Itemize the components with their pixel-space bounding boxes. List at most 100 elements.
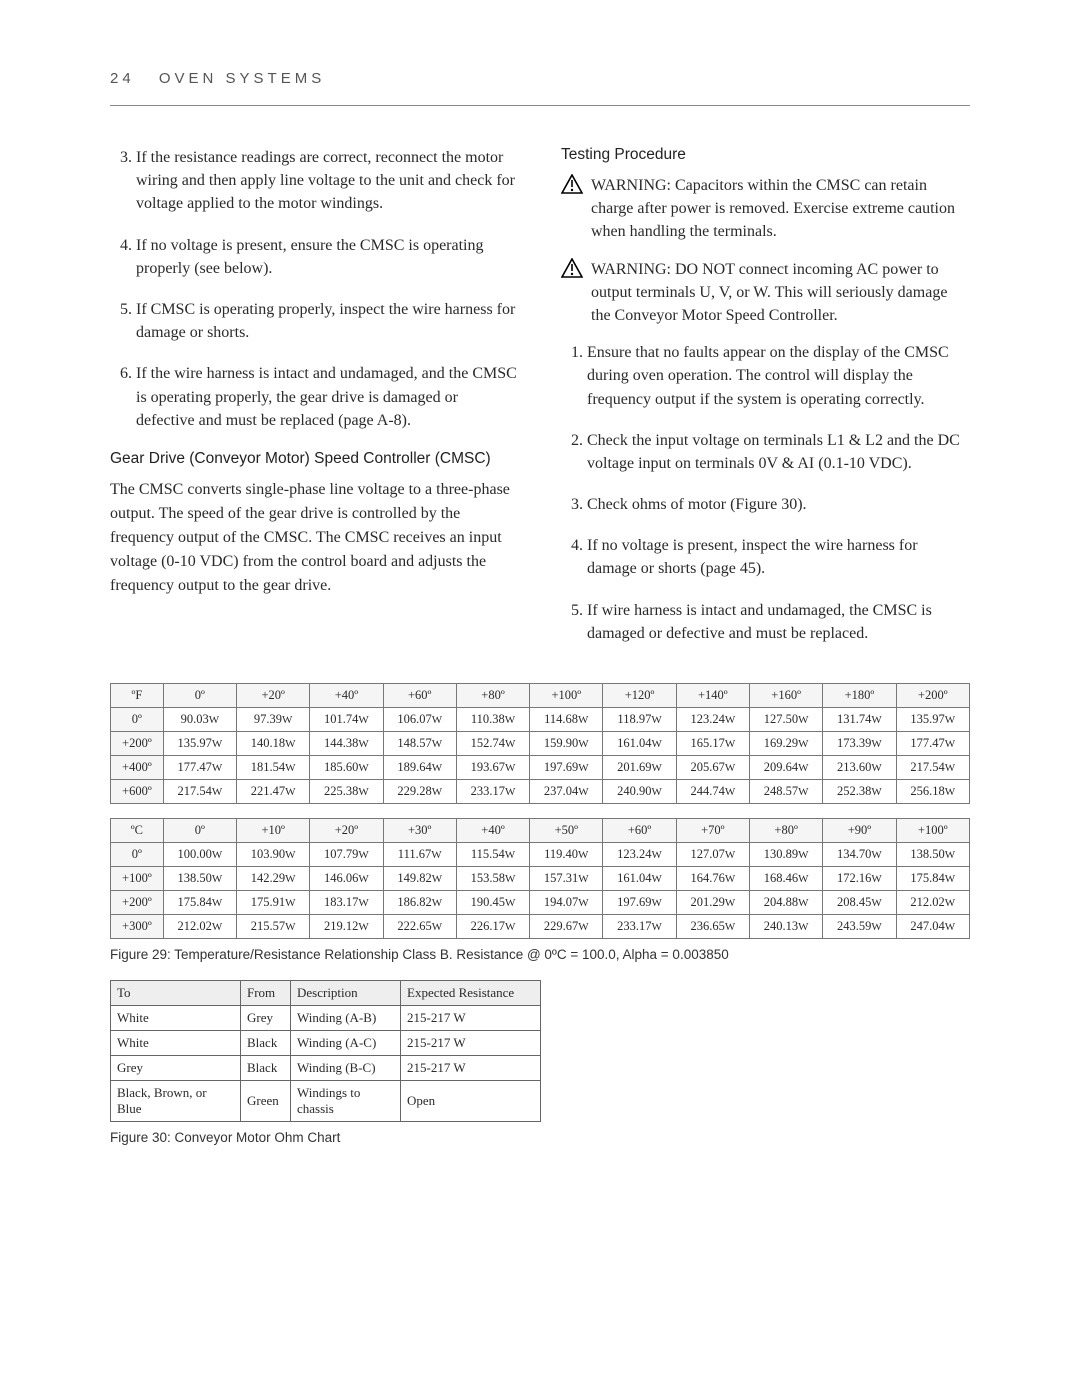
table-cell: 0º	[111, 843, 164, 867]
table-cell: +80º	[456, 684, 529, 708]
table-cell: 161.04W	[603, 867, 676, 891]
table-cell: 172.16W	[823, 867, 896, 891]
table-cell: 177.47W	[896, 732, 969, 756]
table-cell: 221.47W	[237, 780, 310, 804]
table-cell: Winding (A-C)	[291, 1031, 401, 1056]
table-cell: +20º	[310, 819, 383, 843]
table-cell: 248.57W	[749, 780, 822, 804]
table-cell: +60º	[603, 819, 676, 843]
table-cell: 237.04W	[530, 780, 603, 804]
table-cell: 159.90W	[530, 732, 603, 756]
table-cell: To	[111, 981, 241, 1006]
warning-icon	[561, 258, 583, 278]
table-cell: 127.50W	[749, 708, 822, 732]
table-cell: 0º	[163, 684, 236, 708]
table-cell: 106.07W	[383, 708, 456, 732]
table-cell: ºF	[111, 684, 164, 708]
warning-icon	[561, 174, 583, 194]
table-cell: 185.60W	[310, 756, 383, 780]
table-cell: +200º	[111, 732, 164, 756]
table-cell: 208.45W	[823, 891, 896, 915]
table-cell: 168.46W	[749, 867, 822, 891]
table-cell: 0º	[163, 819, 236, 843]
table-cell: Winding (A-B)	[291, 1006, 401, 1031]
table-cell: 175.84W	[163, 891, 236, 915]
table-cell: 97.39W	[237, 708, 310, 732]
list-item: If the resistance readings are correct, …	[136, 146, 519, 216]
table-cell: +200º	[111, 891, 164, 915]
list-item: Ensure that no faults appear on the disp…	[587, 341, 970, 411]
table-cell: Black	[241, 1056, 291, 1081]
left-procedure-list: If the resistance readings are correct, …	[110, 146, 519, 432]
table-cell: 190.45W	[456, 891, 529, 915]
table-cell: 204.88W	[749, 891, 822, 915]
table-cell: 130.89W	[749, 843, 822, 867]
table-cell: 157.31W	[530, 867, 603, 891]
list-item: If no voltage is present, ensure the CMS…	[136, 234, 519, 280]
figure-29-caption: Figure 29: Temperature/Resistance Relati…	[110, 947, 970, 962]
table-cell: 138.50W	[896, 843, 969, 867]
table-cell: 153.58W	[456, 867, 529, 891]
left-column: If the resistance readings are correct, …	[110, 146, 519, 663]
table-cell: 149.82W	[383, 867, 456, 891]
table-cell: 197.69W	[530, 756, 603, 780]
cmsc-description: The CMSC converts single-phase line volt…	[110, 478, 519, 598]
table-cell: 226.17W	[456, 915, 529, 939]
figure-30-caption: Figure 30: Conveyor Motor Ohm Chart	[110, 1130, 970, 1145]
table-cell: 201.29W	[676, 891, 749, 915]
list-item: Check the input voltage on terminals L1 …	[587, 429, 970, 475]
table-cell: 240.90W	[603, 780, 676, 804]
table-cell: 135.97W	[896, 708, 969, 732]
list-item: Check ohms of motor (Figure 30).	[587, 493, 970, 516]
warning-text: WARNING: Capacitors within the CMSC can …	[591, 174, 970, 244]
table-cell: Grey	[241, 1006, 291, 1031]
table-cell: 247.04W	[896, 915, 969, 939]
table-cell: +70º	[676, 819, 749, 843]
table-cell: +400º	[111, 756, 164, 780]
table-cell: 252.38W	[823, 780, 896, 804]
table-cell: 161.04W	[603, 732, 676, 756]
table-cell: 111.67W	[383, 843, 456, 867]
table-cell: 236.65W	[676, 915, 749, 939]
table-cell: 119.40W	[530, 843, 603, 867]
table-cell: 215-217 W	[401, 1056, 541, 1081]
table-cell: +90º	[823, 819, 896, 843]
table-cell: 189.64W	[383, 756, 456, 780]
table-cell: +30º	[383, 819, 456, 843]
table-cell: 233.17W	[456, 780, 529, 804]
table-cell: 152.74W	[456, 732, 529, 756]
table-cell: 213.60W	[823, 756, 896, 780]
table-cell: +60º	[383, 684, 456, 708]
table-cell: 233.17W	[603, 915, 676, 939]
table-cell: 215.57W	[237, 915, 310, 939]
table-cell: 146.06W	[310, 867, 383, 891]
table-cell: 217.54W	[896, 756, 969, 780]
table-cell: 131.74W	[823, 708, 896, 732]
table-cell: 134.70W	[823, 843, 896, 867]
table-cell: 183.17W	[310, 891, 383, 915]
table-cell: 181.54W	[237, 756, 310, 780]
table-cell: +140º	[676, 684, 749, 708]
table-cell: 127.07W	[676, 843, 749, 867]
header-rule	[110, 105, 970, 106]
table-cell: 222.65W	[383, 915, 456, 939]
table-cell: Open	[401, 1081, 541, 1122]
table-cell: White	[111, 1006, 241, 1031]
table-cell: 175.91W	[237, 891, 310, 915]
table-cell: 165.17W	[676, 732, 749, 756]
table-cell: Expected Resistance	[401, 981, 541, 1006]
table-cell: +100º	[111, 867, 164, 891]
two-column-layout: If the resistance readings are correct, …	[110, 146, 970, 663]
cmsc-heading: Gear Drive (Conveyor Motor) Speed Contro…	[110, 450, 519, 468]
table-cell: +100º	[530, 684, 603, 708]
table-cell: +200º	[896, 684, 969, 708]
table-cell: +10º	[237, 819, 310, 843]
table-cell: 209.64W	[749, 756, 822, 780]
table-cell: +50º	[530, 819, 603, 843]
table-cell: 142.29W	[237, 867, 310, 891]
table-cell: Black	[241, 1031, 291, 1056]
table-cell: 118.97W	[603, 708, 676, 732]
list-item: If CMSC is operating properly, inspect t…	[136, 298, 519, 344]
table-cell: 225.38W	[310, 780, 383, 804]
table-cell: 114.68W	[530, 708, 603, 732]
